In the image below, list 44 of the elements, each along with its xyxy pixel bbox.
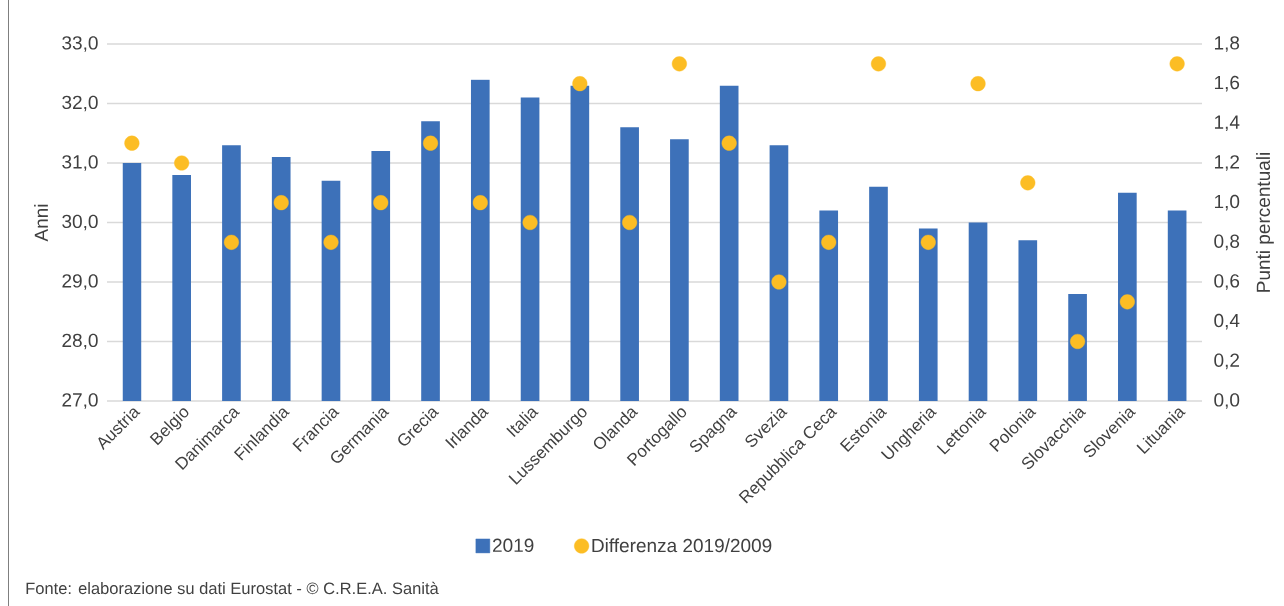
y-tick-label: 33,0 xyxy=(62,36,98,52)
y-axis-title: Anni xyxy=(34,204,48,242)
point xyxy=(1070,334,1086,349)
y-tick-label: 30,0 xyxy=(62,214,98,231)
point xyxy=(323,234,339,250)
y2-tick-label: 0,8 xyxy=(1214,234,1240,251)
point xyxy=(721,135,737,151)
y2-tick-label: 1,6 xyxy=(1214,75,1240,92)
point xyxy=(273,195,289,211)
source-note: Fonte: elaborazione su dati Eurostat - © C.R.E.A. Sanità xyxy=(26,581,439,595)
point xyxy=(671,56,687,72)
y2-tick-label: 0,4 xyxy=(1214,313,1240,330)
legend-label: Differenza 2019/2009 xyxy=(592,538,772,553)
point xyxy=(970,76,986,92)
y-tick-label: 32,0 xyxy=(62,95,98,112)
point xyxy=(1169,56,1185,72)
point xyxy=(870,56,886,72)
y2-axis-title: Punti percentuali xyxy=(1256,153,1274,292)
y2-tick-label: 1,8 xyxy=(1214,36,1240,52)
point xyxy=(1020,175,1036,191)
y-tick-label: 28,0 xyxy=(62,333,98,350)
y2-tick-label: 0,2 xyxy=(1214,353,1239,370)
y2-tick-label: 0,6 xyxy=(1214,274,1240,290)
y-tick-label: 29,0 xyxy=(62,274,98,290)
point xyxy=(622,215,638,230)
y2-tick-label: 0,0 xyxy=(1214,393,1240,409)
point xyxy=(223,234,239,250)
point xyxy=(920,234,936,250)
y2-tick-label: 1,4 xyxy=(1214,115,1240,132)
legend-label: 2019 xyxy=(493,538,534,553)
y2-tick-label: 1,2 xyxy=(1214,155,1239,171)
point xyxy=(373,195,389,211)
point xyxy=(522,215,538,230)
point xyxy=(423,135,439,151)
point xyxy=(1119,294,1135,310)
y-tick-label: 27,0 xyxy=(62,393,98,409)
y-tick-label: 31,0 xyxy=(62,155,98,171)
point xyxy=(472,195,488,211)
point xyxy=(572,76,588,92)
point xyxy=(821,234,837,250)
point xyxy=(174,155,190,171)
y2-tick-label: 1,0 xyxy=(1214,194,1240,211)
point xyxy=(124,135,140,151)
point xyxy=(771,274,787,290)
